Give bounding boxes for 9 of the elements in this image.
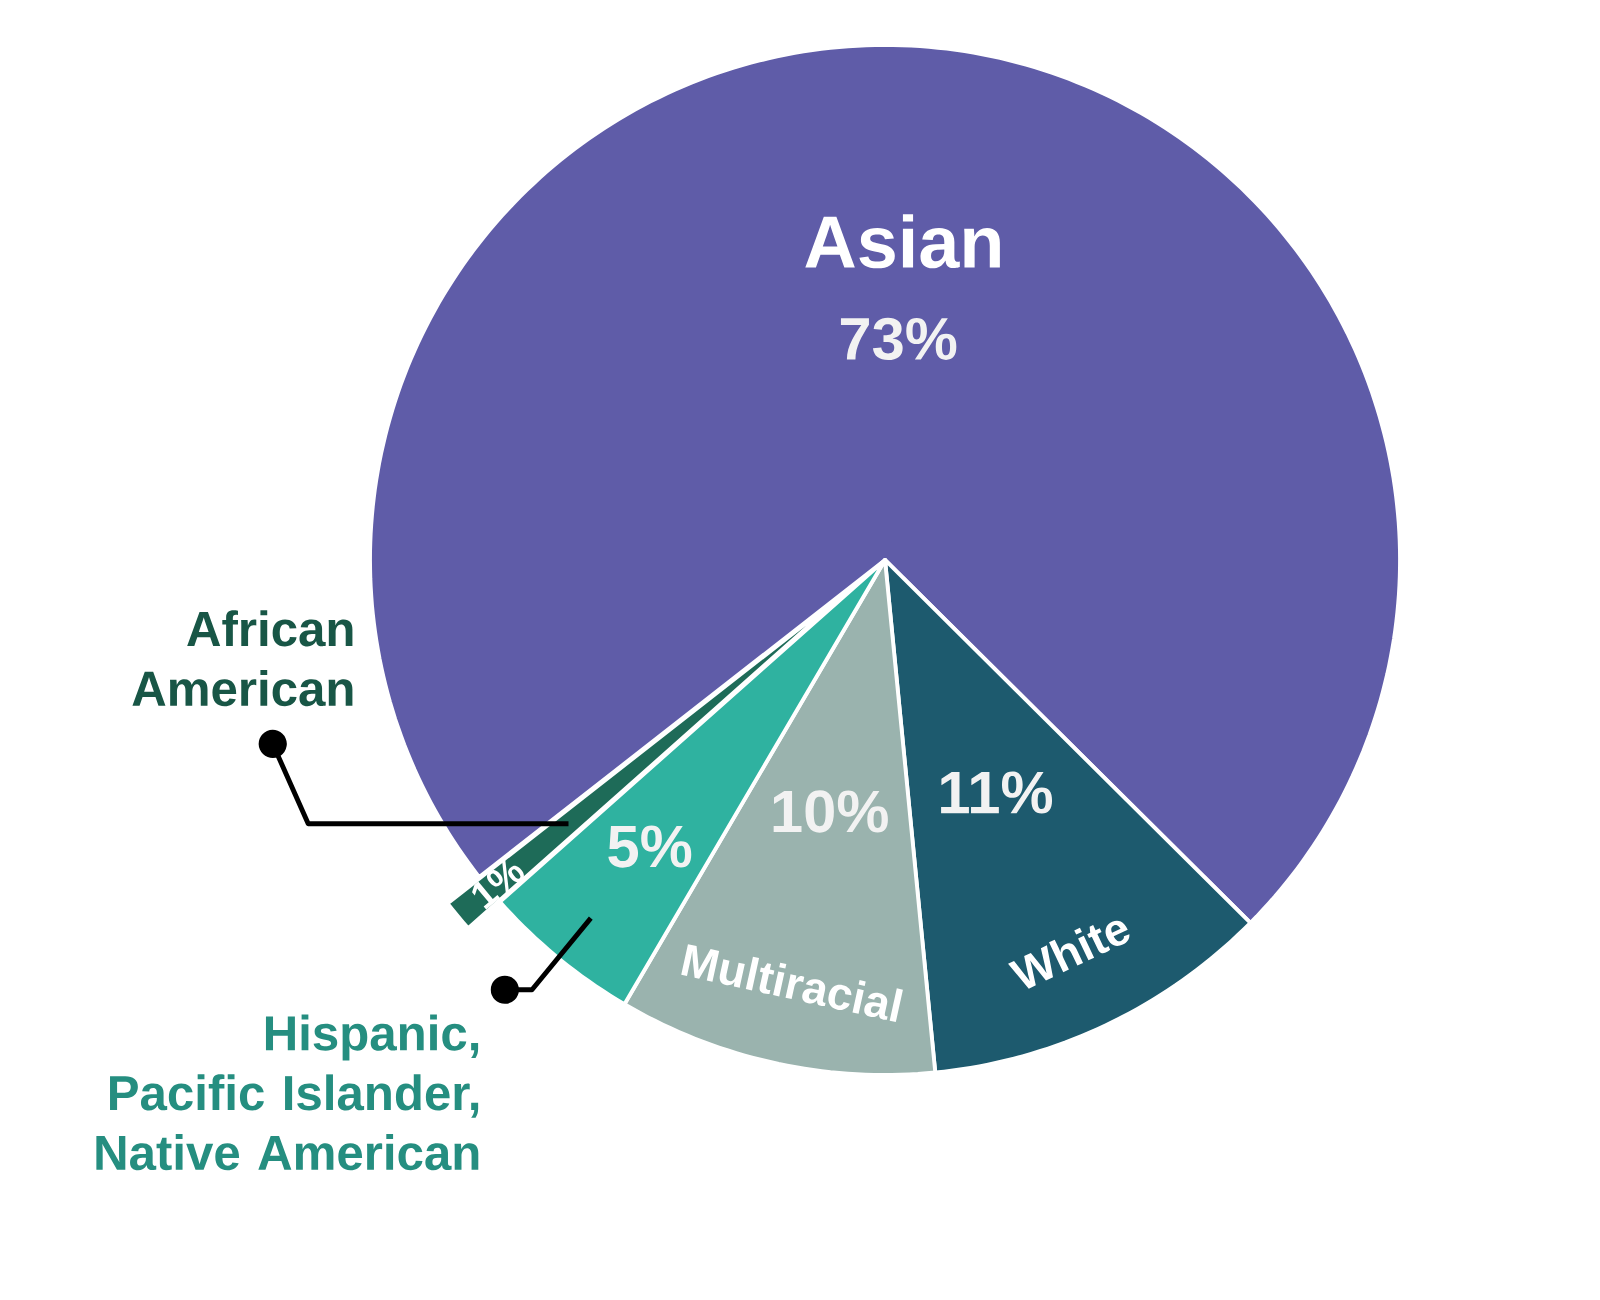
data-label: 73%	[840, 317, 957, 361]
slice-label: Hispanic, Pacific Islander, Native American	[96, 1014, 479, 1171]
slice-label: Asian	[805, 214, 1000, 269]
data-label: 5%	[608, 825, 692, 868]
slice-label: African American	[132, 610, 353, 707]
data-label: 10%	[773, 790, 888, 833]
slice-label: White	[1008, 920, 1130, 989]
data-label: 11%	[941, 771, 1053, 814]
data-label: 1%	[472, 859, 524, 910]
